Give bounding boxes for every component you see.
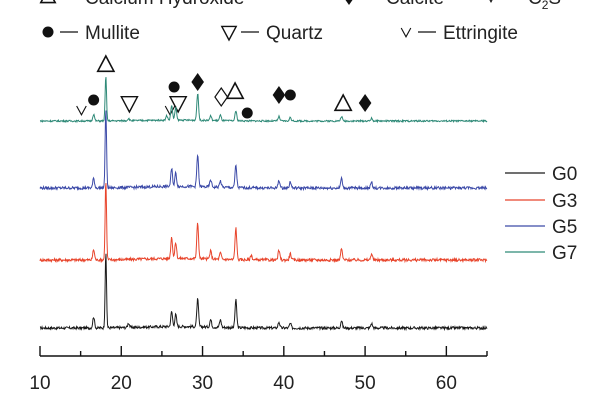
peak-marker-open-triangle-icon xyxy=(96,54,116,73)
phase-legend-label: Calcium Hydroxide xyxy=(85,0,244,9)
peak-marker-filled-circle-icon xyxy=(241,107,253,119)
phase-legend-label: C2S xyxy=(528,0,561,12)
x-tick-label: 50 xyxy=(355,373,376,394)
peak-markers xyxy=(76,54,372,119)
xrd-traces xyxy=(39,77,488,332)
phase-legend-label: Calcite xyxy=(386,0,444,9)
legend-label-g0: G0 xyxy=(552,164,577,185)
phase-symbol-small-v-icon xyxy=(400,27,412,38)
x-tick-label: 60 xyxy=(436,373,457,394)
phase-legend: Calcium Hydroxide Calcite C2S Mullite Quartz… xyxy=(39,0,561,44)
peak-marker-open-inverted-triangle-icon xyxy=(168,95,188,114)
phase-symbol-open-triangle-icon xyxy=(39,0,57,4)
x-tick-label: 30 xyxy=(192,373,213,394)
phase-symbol-filled-circle-icon xyxy=(42,26,54,38)
trace-g0 xyxy=(39,253,488,332)
peak-marker-open-triangle-icon xyxy=(333,93,353,112)
peak-marker-open-diamond-icon xyxy=(214,86,229,108)
trace-g3 xyxy=(39,183,488,264)
x-axis: 10 20 30 40 50 60 xyxy=(29,346,488,394)
peak-marker-filled-diamond-icon xyxy=(272,86,286,104)
phase-legend-label: Quartz xyxy=(266,23,323,44)
peak-marker-small-v-icon xyxy=(76,105,87,116)
phase-legend-label: Mullite xyxy=(85,23,140,44)
peak-marker-filled-circle-icon xyxy=(168,81,180,93)
trace-g5 xyxy=(39,110,488,192)
peak-marker-small-v-icon xyxy=(164,105,176,116)
series-legend: G0 G3 G5 G7 xyxy=(505,164,577,264)
x-tick-label: 20 xyxy=(111,373,132,394)
phase-legend-label: Ettringite xyxy=(443,23,518,44)
phase-symbol-filled-diamond-icon xyxy=(345,0,353,5)
trace-g7 xyxy=(39,77,488,124)
legend-label-g5: G5 xyxy=(552,217,577,238)
phase-symbol-open-inverted-triangle-icon xyxy=(220,25,238,42)
peak-marker-filled-circle-icon xyxy=(284,89,296,101)
peak-marker-open-inverted-triangle-icon xyxy=(120,95,139,114)
phase-symbol-small-v-icon xyxy=(489,0,493,3)
peak-marker-filled-circle-icon xyxy=(88,94,100,106)
legend-label-g3: G3 xyxy=(552,191,577,212)
x-tick-label: 40 xyxy=(273,373,294,394)
peak-marker-filled-diamond-icon xyxy=(358,94,372,112)
x-tick-label: 10 xyxy=(29,373,50,394)
peak-marker-open-triangle-icon xyxy=(225,81,245,100)
peak-marker-filled-diamond-icon xyxy=(191,73,204,91)
legend-label-g7: G7 xyxy=(552,243,577,264)
